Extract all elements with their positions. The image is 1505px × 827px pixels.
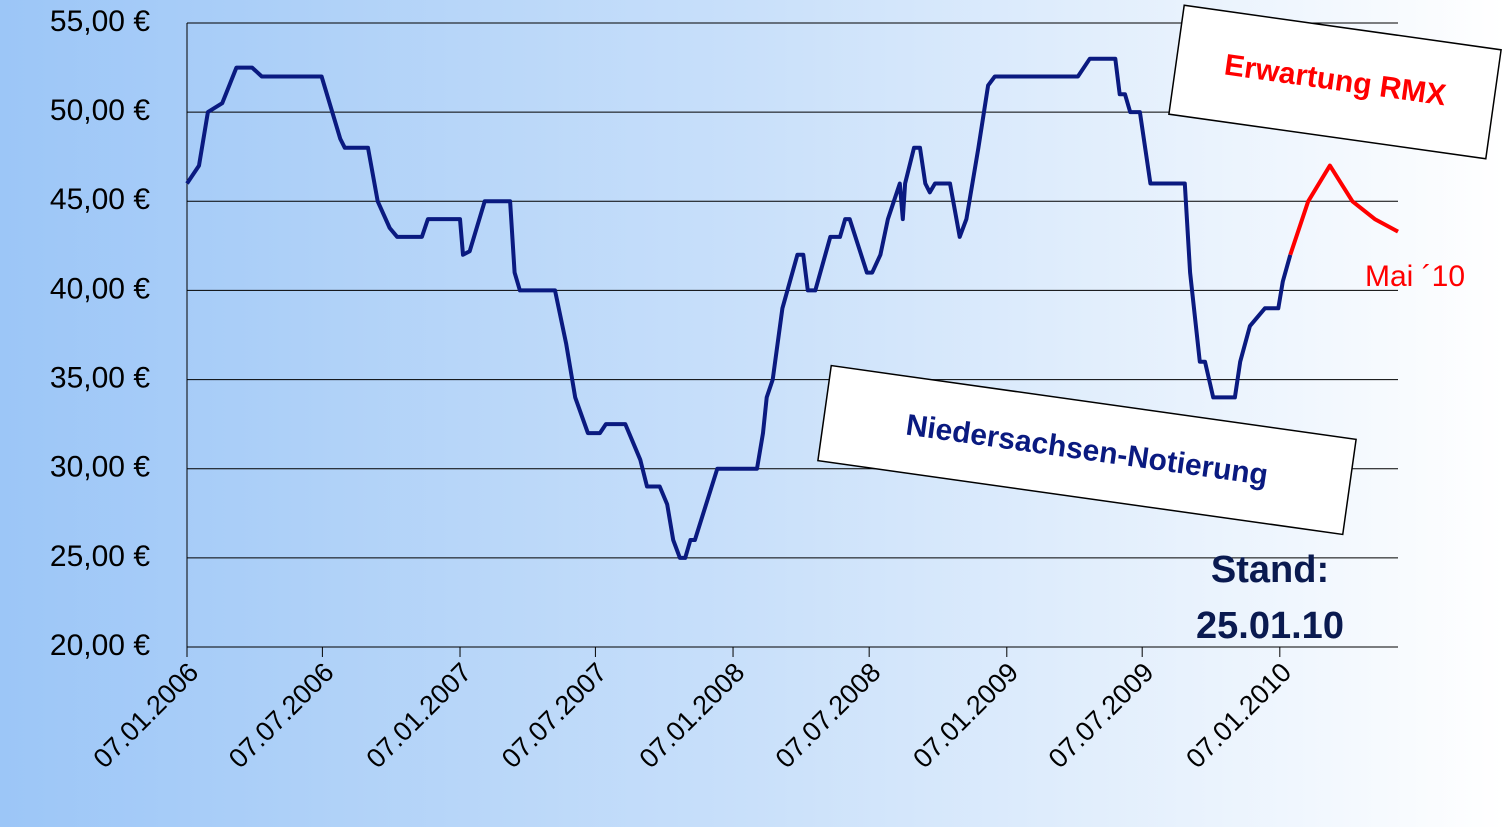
x-tick-label: 07.01.2010 [1180,657,1297,774]
x-tick-label: 07.01.2008 [634,657,751,774]
y-tick-label: 55,00 € [50,5,150,38]
x-tick-label: 07.01.2009 [907,657,1024,774]
y-tick-label: 25,00 € [50,540,150,573]
series-line [1288,163,1399,256]
annotation: Mai ´10 [1365,260,1465,293]
x-tick-label: 07.07.2007 [496,657,613,774]
y-tick-label: 40,00 € [50,272,150,305]
annotation: Stand: [1211,549,1329,591]
x-tick-label: 07.07.2008 [770,657,887,774]
callout-box [817,364,1357,536]
x-tick-label: 07.07.2006 [223,657,340,774]
y-tick-label: 45,00 € [50,183,150,216]
y-tick-label: 20,00 € [50,629,150,662]
y-tick-label: 30,00 € [50,451,150,484]
series-line [185,56,1293,560]
annotation: 25.01.10 [1196,605,1344,647]
y-tick-label: 50,00 € [50,94,150,127]
x-tick-label: 07.01.2007 [361,657,478,774]
annotation-rmx: Erwartung RMX [1168,4,1502,160]
plot: 20,00 € 25,00 € 30,00 € 35,00 € 40,00 € 45,00… [50,5,1399,774]
callout-box [1168,4,1502,160]
annotation-nds: Niedersachsen-Notierung [817,364,1357,536]
y-tick-label: 35,00 € [50,361,150,394]
x-tick-label: 07.07.2009 [1043,657,1160,774]
x-tick-label: 07.01.2006 [88,657,205,774]
